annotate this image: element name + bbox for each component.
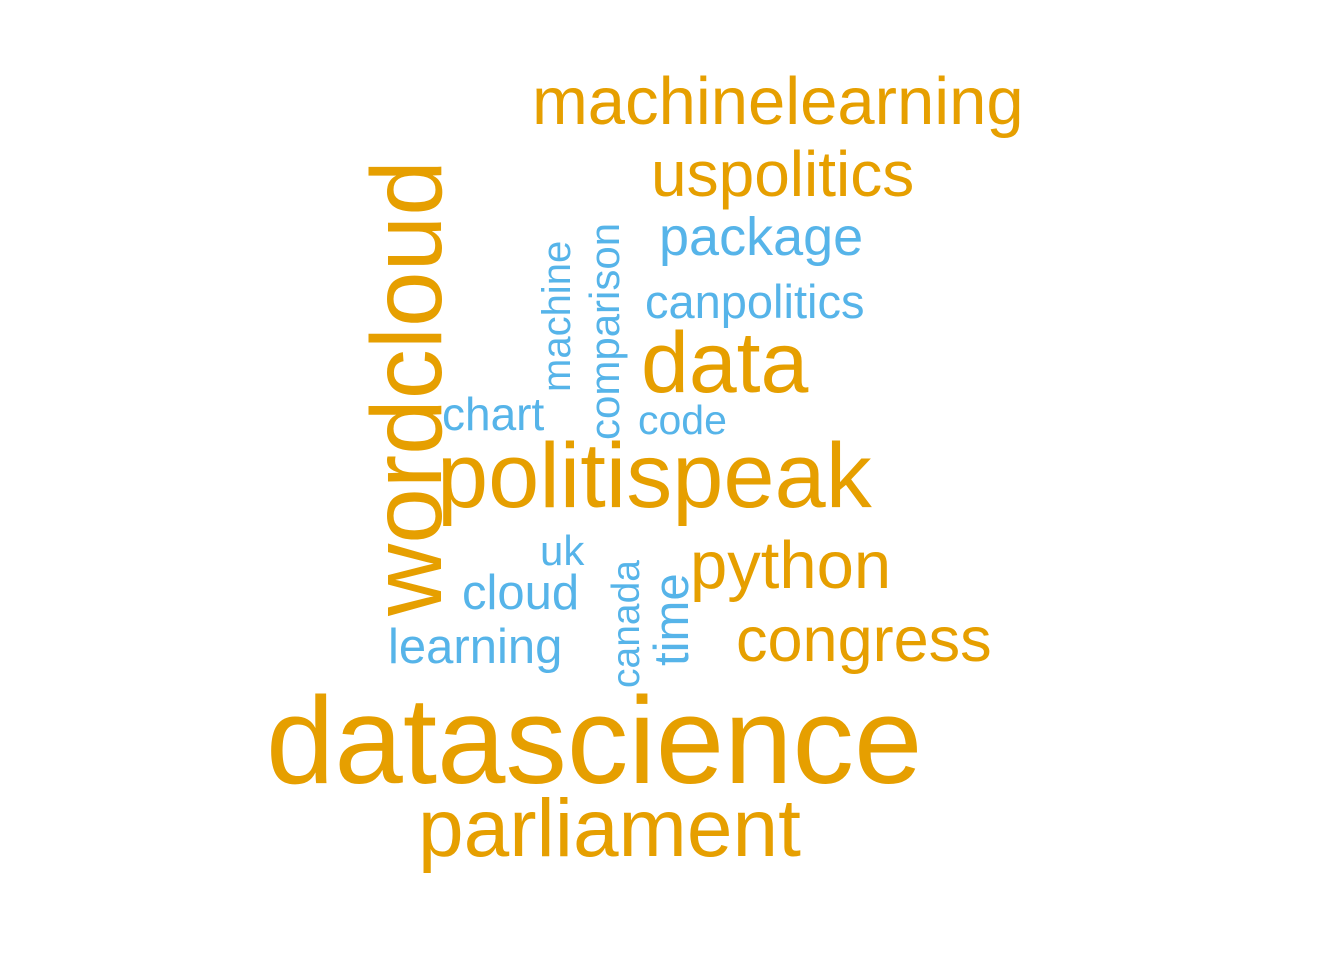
word-uspolitics: uspolitics [651, 138, 915, 210]
word-chart: chart [442, 388, 545, 440]
word-data: data [641, 315, 809, 411]
word-code: code [638, 397, 727, 443]
word-machinelearning: machinelearning [532, 64, 1024, 139]
word-machine: machine [535, 240, 579, 392]
word-comparison: comparison [581, 222, 628, 440]
word-cloud-term: cloud [462, 566, 580, 620]
word-politispeak: politispeak [437, 425, 872, 527]
word-congress: congress [736, 605, 992, 675]
word-datascience: datascience [266, 673, 923, 810]
word-uk: uk [540, 527, 585, 574]
word-wordcloud: wordcloud [351, 160, 463, 616]
word-parliament: parliament [418, 783, 801, 874]
word-canada: canada [605, 560, 648, 688]
word-canpolitics: canpolitics [645, 275, 865, 328]
word-package: package [659, 207, 864, 267]
word-learning: learning [388, 620, 563, 674]
word-python: python [690, 528, 892, 603]
word-time: time [645, 573, 699, 666]
